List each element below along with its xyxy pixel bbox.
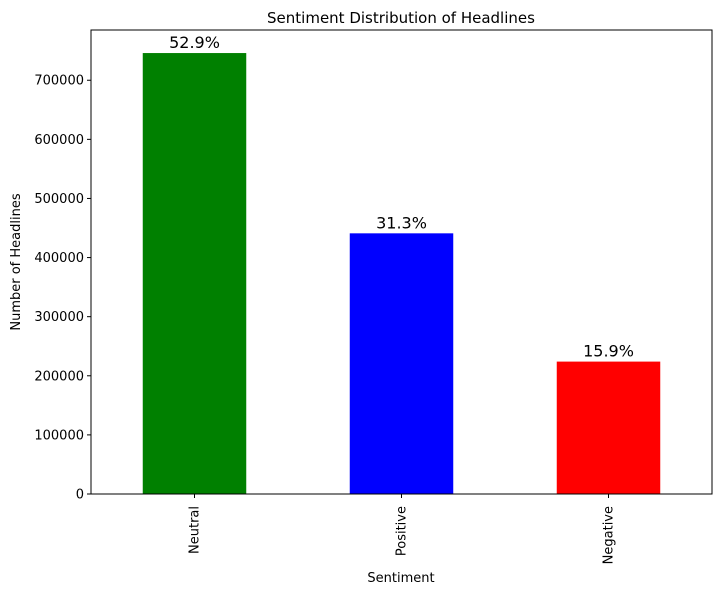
value-label: 15.9% [583,342,634,361]
y-tick-label: 500000 [34,192,84,207]
y-tick-label: 100000 [34,428,84,443]
value-label: 31.3% [376,213,427,232]
x-tick-label: Neutral [188,506,203,554]
y-axis-label: Number of Headlines [9,193,24,330]
plot-frame [90,29,713,495]
y-tick-label: 700000 [34,74,84,89]
bar [349,233,454,494]
bar [556,361,661,494]
chart-title: Sentiment Distribution of Headlines [267,9,535,27]
x-tick-label: Positive [395,506,410,556]
y-tick-label: 600000 [34,133,84,148]
y-tick-label: 300000 [34,310,84,325]
y-tick-label: 200000 [34,369,84,384]
x-axis-label: Sentiment [367,571,434,586]
y-tick-label: 0 [76,488,84,503]
y-tick-label: 400000 [34,251,84,266]
value-label: 52.9% [169,33,220,52]
bar [142,53,247,494]
x-tick-label: Negative [602,506,617,564]
